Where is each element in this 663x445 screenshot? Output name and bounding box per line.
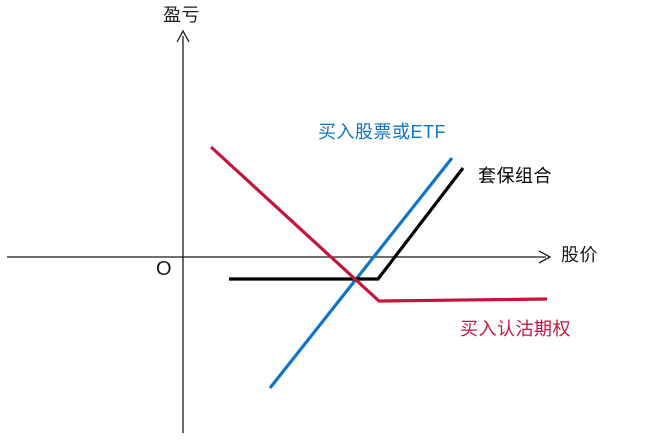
series-label-buy-stock-or-etf: 买入股票或ETF [318, 122, 446, 142]
series-line-long-put-option [209, 145, 548, 303]
y-axis-arrow-icon [176, 29, 190, 43]
origin-label: O [156, 258, 172, 280]
y-axis-label: 盈亏 [163, 5, 200, 25]
series-label-long-put-option: 买入认沽期权 [460, 319, 571, 339]
series-line-hedged-portfolio [229, 167, 465, 281]
x-axis-label: 股价 [561, 245, 598, 265]
x-axis-arrow-icon [538, 250, 552, 264]
series-label-hedged-portfolio: 套保组合 [478, 166, 552, 186]
series-line-buy-stock-or-etf [268, 157, 454, 389]
